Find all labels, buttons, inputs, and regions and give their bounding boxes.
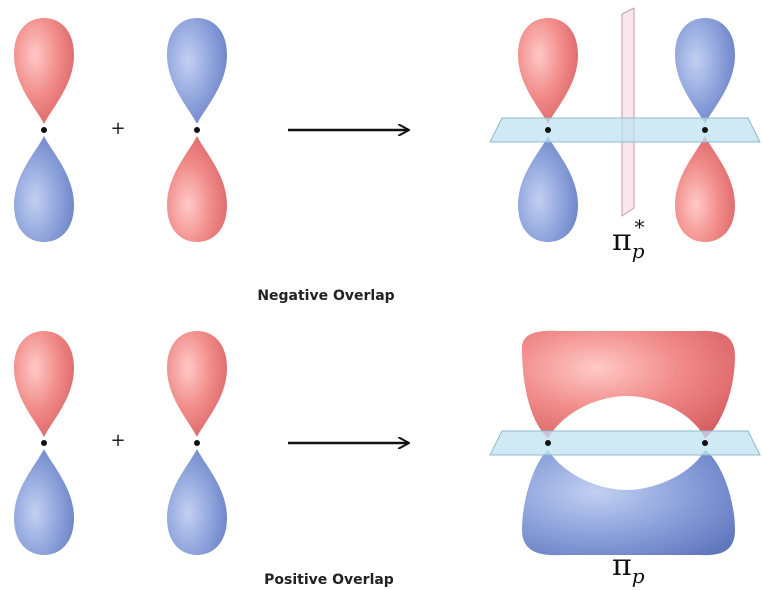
diagram: + πp* Negative Overlap + πp Positive (0, 0, 762, 590)
nucleus (702, 440, 708, 446)
subscript: p (632, 564, 645, 588)
lobe (14, 18, 74, 124)
page: + πp* Negative Overlap + πp Positive (0, 0, 762, 590)
subscript: p (632, 239, 645, 263)
antibonding-orbital (490, 8, 760, 242)
superscript: * (635, 215, 645, 239)
nucleus (545, 127, 551, 133)
caption: Positive Overlap (264, 572, 394, 588)
symbol: π (612, 548, 632, 583)
lobe (518, 136, 578, 242)
nucleus (194, 127, 200, 133)
plane (490, 431, 760, 455)
lobe (167, 18, 227, 124)
symbol: π (612, 223, 632, 258)
plane (490, 118, 760, 142)
lobe (522, 450, 735, 555)
nucleus (545, 440, 551, 446)
nucleus (194, 440, 200, 446)
atom-1-top (14, 18, 74, 242)
lobe (167, 136, 227, 242)
lobe (518, 18, 578, 124)
orbital-label: πp* (612, 215, 645, 263)
nucleus (41, 127, 47, 133)
lobe (167, 449, 227, 555)
plus: + (110, 430, 125, 451)
lobe (522, 331, 735, 438)
nodal-plane (622, 8, 634, 216)
bonding-orbital (490, 331, 760, 555)
plus: + (110, 118, 125, 139)
atom-2-bottom (167, 331, 227, 555)
lobe (14, 331, 74, 437)
lobe (675, 136, 735, 242)
lobe (14, 136, 74, 242)
nucleus (41, 440, 47, 446)
atom-2-top (167, 18, 227, 242)
lobe (167, 331, 227, 437)
caption: Negative Overlap (257, 288, 394, 304)
lobe (14, 449, 74, 555)
nucleus (702, 127, 708, 133)
lobe (675, 18, 735, 124)
atom-1-bottom (14, 331, 74, 555)
